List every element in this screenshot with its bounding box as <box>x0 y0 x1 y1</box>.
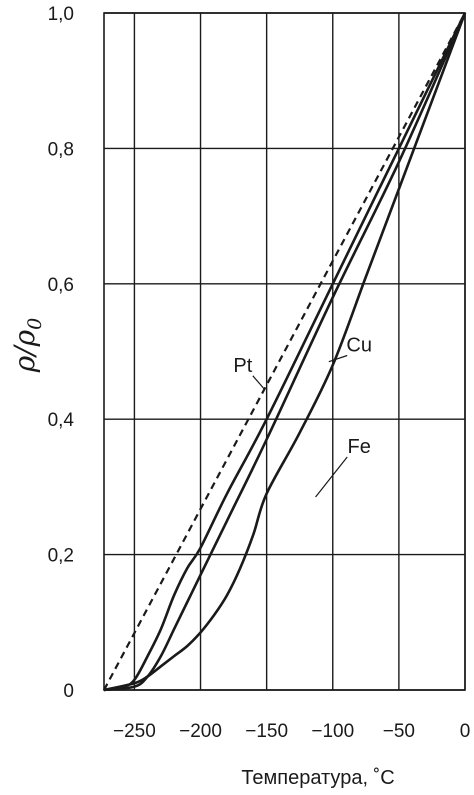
x-tick-label: −200 <box>179 721 222 742</box>
annotation-label-fe: Fe <box>348 436 371 458</box>
x-tick-label: −150 <box>245 721 288 742</box>
reference-dashed-line <box>103 12 466 691</box>
annotation-leader-fe <box>315 456 348 498</box>
annotation-leader-cu <box>328 354 348 363</box>
annotations: Pt Cu Fe <box>233 335 372 498</box>
x-tick-label: 0 <box>460 721 471 742</box>
y-tick-label: 0,8 <box>48 139 74 160</box>
x-tick-label: −50 <box>383 721 415 742</box>
grid-lines <box>103 12 466 691</box>
x-tick-label: −100 <box>311 721 354 742</box>
annotation-leader-pt <box>252 375 265 390</box>
series-line-pt <box>103 12 467 692</box>
annotation-label-pt: Pt <box>233 355 252 377</box>
y-tick-label: 0,2 <box>48 546 74 567</box>
y-tick-label: 0 <box>63 681 74 702</box>
series-line-fe <box>103 12 467 692</box>
y-axis-label: ρ/ρ0 <box>8 318 46 373</box>
x-tick-labels: −250 −200 −150 −100 −50 0 <box>113 721 470 742</box>
y-tick-label: 0,4 <box>48 410 75 431</box>
y-tick-label: 1,0 <box>48 4 74 25</box>
series-lines <box>103 12 467 692</box>
x-tick-label: −250 <box>113 721 156 742</box>
annotation-label-cu: Cu <box>346 335 372 357</box>
x-axis-label: Температура, ˚C <box>241 767 394 789</box>
y-tick-labels: 0 0,2 0,4 0,6 0,8 1,0 <box>48 4 75 702</box>
y-tick-label: 0,6 <box>48 275 74 296</box>
